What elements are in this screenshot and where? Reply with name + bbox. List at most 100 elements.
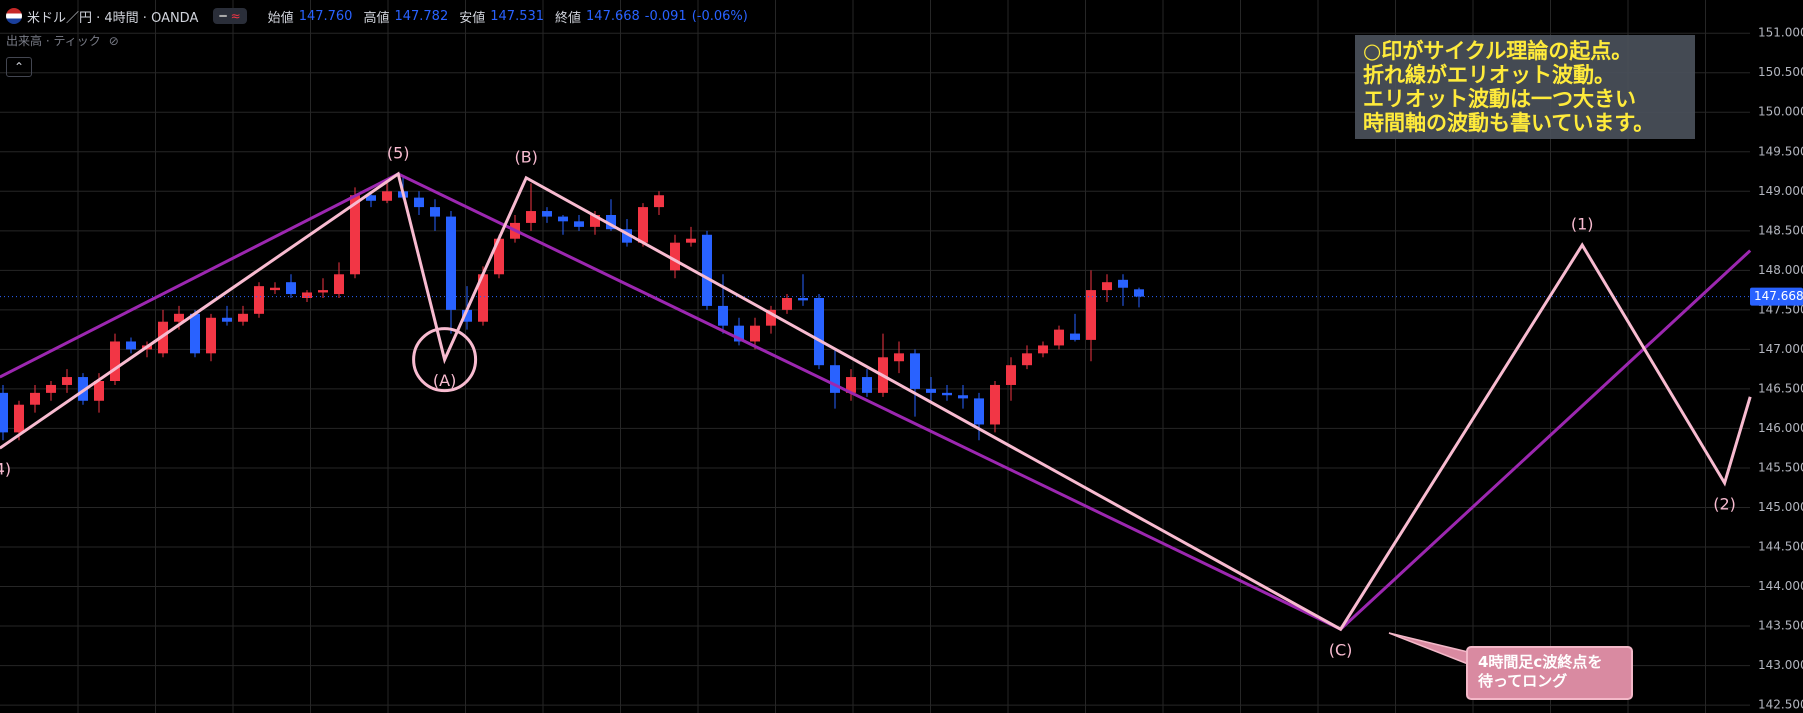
close-label: 終値	[555, 10, 582, 26]
candle-body	[926, 388, 936, 393]
wave-label: (2)	[1713, 494, 1736, 513]
candle-body	[1118, 279, 1128, 288]
candle-body	[302, 292, 312, 299]
open-value: 147.760	[298, 8, 353, 24]
volume-legend[interactable]: 出来高 · ティック ⊘	[6, 32, 119, 49]
y-tick-label: 150.500	[1758, 65, 1803, 79]
candle-body	[222, 317, 232, 322]
candle-body	[414, 197, 424, 208]
candle-body	[1054, 329, 1064, 346]
y-tick-label: 143.000	[1758, 658, 1803, 672]
candle-body	[78, 377, 88, 401]
y-tick-label: 147.000	[1758, 342, 1803, 356]
candle-body	[894, 353, 904, 362]
trend-channel	[0, 172, 1752, 632]
candle-body	[782, 298, 792, 310]
candle-body	[670, 242, 680, 271]
y-tick-label: 144.500	[1758, 540, 1803, 554]
candle-body	[270, 287, 280, 291]
symbol[interactable]: 米ドル／円 · 4時間 · OANDA	[27, 10, 199, 26]
wave-label: (4)	[0, 460, 11, 479]
candle-body	[126, 341, 136, 350]
wave-label: (1)	[1571, 215, 1594, 234]
candle-body	[14, 404, 24, 433]
candle-body	[382, 191, 392, 201]
candle-body	[638, 207, 648, 243]
candle-body	[974, 398, 984, 425]
wave-label: (C)	[1329, 641, 1353, 660]
y-tick-label: 145.000	[1758, 500, 1803, 514]
candle-body	[1006, 365, 1016, 385]
candle-body	[254, 286, 264, 314]
candle-body	[590, 215, 600, 227]
candle-body	[350, 195, 360, 275]
candle-body	[286, 282, 296, 295]
candle-body	[830, 365, 840, 393]
candle-body	[862, 377, 872, 393]
candle-body	[1022, 353, 1032, 366]
candle-body	[958, 395, 968, 399]
candle-body	[238, 313, 248, 322]
candle-body	[1102, 282, 1112, 291]
cycle-start-circle	[412, 327, 478, 393]
note-line: エリオット波動は一つ大きい	[1363, 87, 1636, 111]
wave-label: (5)	[387, 143, 410, 162]
candle-body	[0, 392, 8, 433]
hide-icon[interactable]: ⊘	[108, 33, 119, 48]
last-price-tag	[1750, 287, 1803, 306]
legend-buttons[interactable]: ━ ≈	[213, 8, 247, 24]
candle-body	[1070, 333, 1080, 340]
candle-body	[110, 341, 120, 382]
candle-body	[62, 377, 72, 385]
candle-body	[542, 211, 552, 217]
wave-label: (B)	[514, 147, 537, 166]
candle-body	[798, 298, 808, 301]
close-value: 147.668	[586, 8, 640, 24]
candle-body	[430, 207, 440, 217]
y-tick-label: 145.500	[1758, 460, 1803, 474]
elliott-wave	[0, 171, 1752, 632]
candle-body	[174, 313, 184, 322]
candle-body	[366, 195, 376, 201]
candle-body	[30, 392, 40, 405]
y-tick-label: 150.000	[1758, 105, 1803, 119]
callout-line: 4時間足c波終点を	[1478, 653, 1603, 671]
y-tick-label: 149.000	[1758, 184, 1803, 198]
wave-label: (A)	[433, 371, 456, 390]
volume-label: 出来高 · ティック	[6, 34, 101, 48]
candle-body	[1038, 345, 1048, 354]
y-tick-label: 144.000	[1758, 579, 1803, 593]
high-value: 147.782	[394, 8, 449, 24]
note-box: ○印がサイクル理論の起点。 折れ線がエリオット波動。 エリオット波動は一つ大きい…	[1355, 35, 1695, 139]
candle-body	[446, 216, 456, 310]
candle-body	[654, 195, 664, 208]
y-tick-label: 148.500	[1758, 223, 1803, 237]
candle-body	[606, 215, 616, 230]
candle-body	[526, 211, 536, 223]
symbol-legend: 米ドル／円 · 4時間 · OANDA ━ ≈ 始値 147.760 高値 147.7…	[6, 5, 748, 27]
candle-body	[910, 353, 920, 389]
change: -0.091	[644, 8, 687, 24]
y-tick-label: 149.500	[1758, 144, 1803, 158]
flag-icon	[6, 8, 22, 24]
callout-box: 4時間足c波終点を 待ってロング	[1466, 646, 1633, 700]
candle-body	[718, 305, 728, 326]
candle-body	[814, 298, 824, 366]
y-tick-label: 147.500	[1758, 302, 1803, 316]
candle-body	[622, 229, 632, 243]
callout-pointer	[1388, 632, 1469, 666]
last-price-label: 147.668	[1754, 289, 1803, 303]
y-tick-label: 142.500	[1758, 698, 1803, 712]
candle-body	[94, 381, 104, 401]
candle-body	[206, 317, 216, 354]
candle-body	[1086, 290, 1096, 340]
high-label: 高値	[363, 10, 390, 26]
note-line: ○印がサイクル理論の起点。	[1363, 39, 1633, 63]
candle-body	[318, 290, 328, 293]
candle-body	[734, 325, 744, 342]
y-tick-label: 143.500	[1758, 619, 1803, 633]
note-line: 時間軸の波動も書いています。	[1363, 111, 1655, 135]
candle-body	[766, 309, 776, 326]
collapse-button[interactable]: ⌃	[6, 57, 32, 77]
